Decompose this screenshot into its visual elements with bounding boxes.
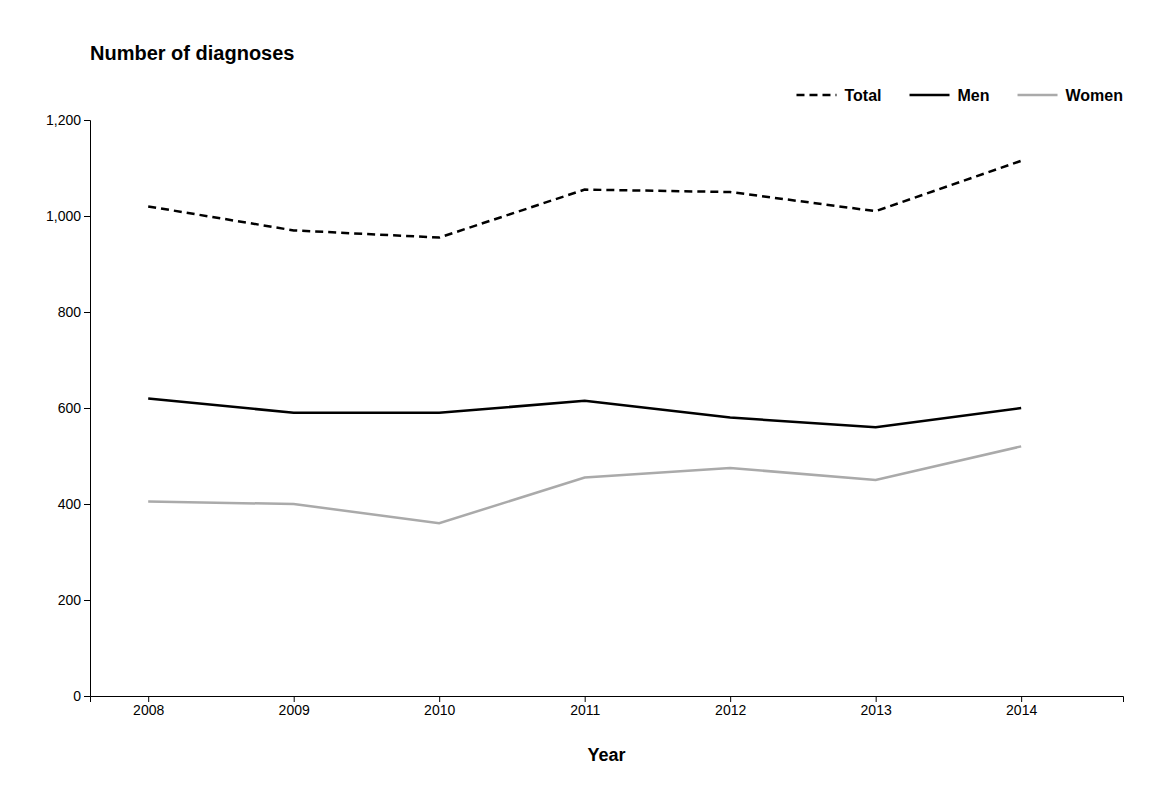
- y-tick-label: 0: [73, 688, 81, 704]
- y-tick-label: 800: [58, 304, 82, 320]
- x-tick-label: 2010: [424, 702, 455, 718]
- y-axis: 0 200 400 600 800 1,000 1,200: [46, 112, 91, 704]
- legend: Total Men Women: [796, 87, 1123, 104]
- y-tick: 600: [58, 400, 90, 416]
- y-tick-label: 1,000: [46, 208, 81, 224]
- legend-swatch: [796, 94, 836, 97]
- legend-item: Men: [910, 87, 990, 104]
- y-tick-label: 400: [58, 496, 82, 512]
- x-tick: 2014: [1006, 696, 1037, 718]
- x-tick-label: 2011: [570, 702, 600, 718]
- x-axis-line: [91, 697, 1124, 703]
- x-tick-label: 2009: [279, 702, 310, 718]
- y-tick-mark: [84, 504, 90, 505]
- y-axis-line: [84, 121, 91, 697]
- x-axis: 2008 2009 2010 2011 2012 2013 2014: [91, 696, 1124, 718]
- legend-item: Total: [796, 87, 881, 104]
- y-tick: 400: [58, 496, 90, 512]
- x-tick-label: 2014: [1006, 702, 1037, 718]
- x-tick: 2012: [715, 696, 746, 718]
- x-tick: 2008: [133, 696, 164, 718]
- x-tick-label: 2008: [133, 702, 164, 718]
- y-tick-mark: [84, 120, 90, 121]
- y-tick-label: 600: [58, 400, 82, 416]
- y-tick-mark: [84, 216, 90, 217]
- x-tick-label: 2012: [715, 702, 746, 718]
- y-tick: 0: [73, 688, 90, 704]
- legend-swatch: [1018, 94, 1058, 97]
- y-axis-title: Number of diagnoses: [90, 42, 294, 64]
- series-line: [148, 398, 1021, 427]
- y-tick-mark: [84, 600, 90, 601]
- x-tick: 2010: [424, 696, 455, 718]
- legend-label: Men: [958, 87, 990, 104]
- series-line: [148, 161, 1021, 238]
- series-line: [148, 446, 1021, 523]
- y-tick-mark: [84, 696, 90, 697]
- legend-swatch: [910, 94, 950, 97]
- y-tick: 800: [58, 304, 90, 320]
- x-tick: 2013: [861, 696, 892, 718]
- y-tick-label: 1,200: [46, 112, 81, 128]
- y-tick-mark: [84, 312, 90, 313]
- chart: 2008 2009 2010 2011 2012 2013 2014 0 200 400 600 80…: [0, 0, 1163, 786]
- x-axis-title: Year: [587, 745, 625, 765]
- x-tick: 2009: [279, 696, 310, 718]
- y-tick-mark: [84, 408, 90, 409]
- y-tick: 200: [58, 592, 90, 608]
- lines: [148, 161, 1021, 523]
- plot: 2008 2009 2010 2011 2012 2013 2014 0 200 400 600 80…: [46, 112, 1124, 718]
- x-tick: 2011: [570, 696, 600, 718]
- legend-label: Total: [844, 87, 881, 104]
- y-tick: 1,200: [46, 112, 90, 128]
- x-tick-label: 2013: [861, 702, 892, 718]
- legend-label: Women: [1066, 87, 1123, 104]
- y-tick-label: 200: [58, 592, 82, 608]
- legend-item: Women: [1018, 87, 1123, 104]
- y-tick: 1,000: [46, 208, 90, 224]
